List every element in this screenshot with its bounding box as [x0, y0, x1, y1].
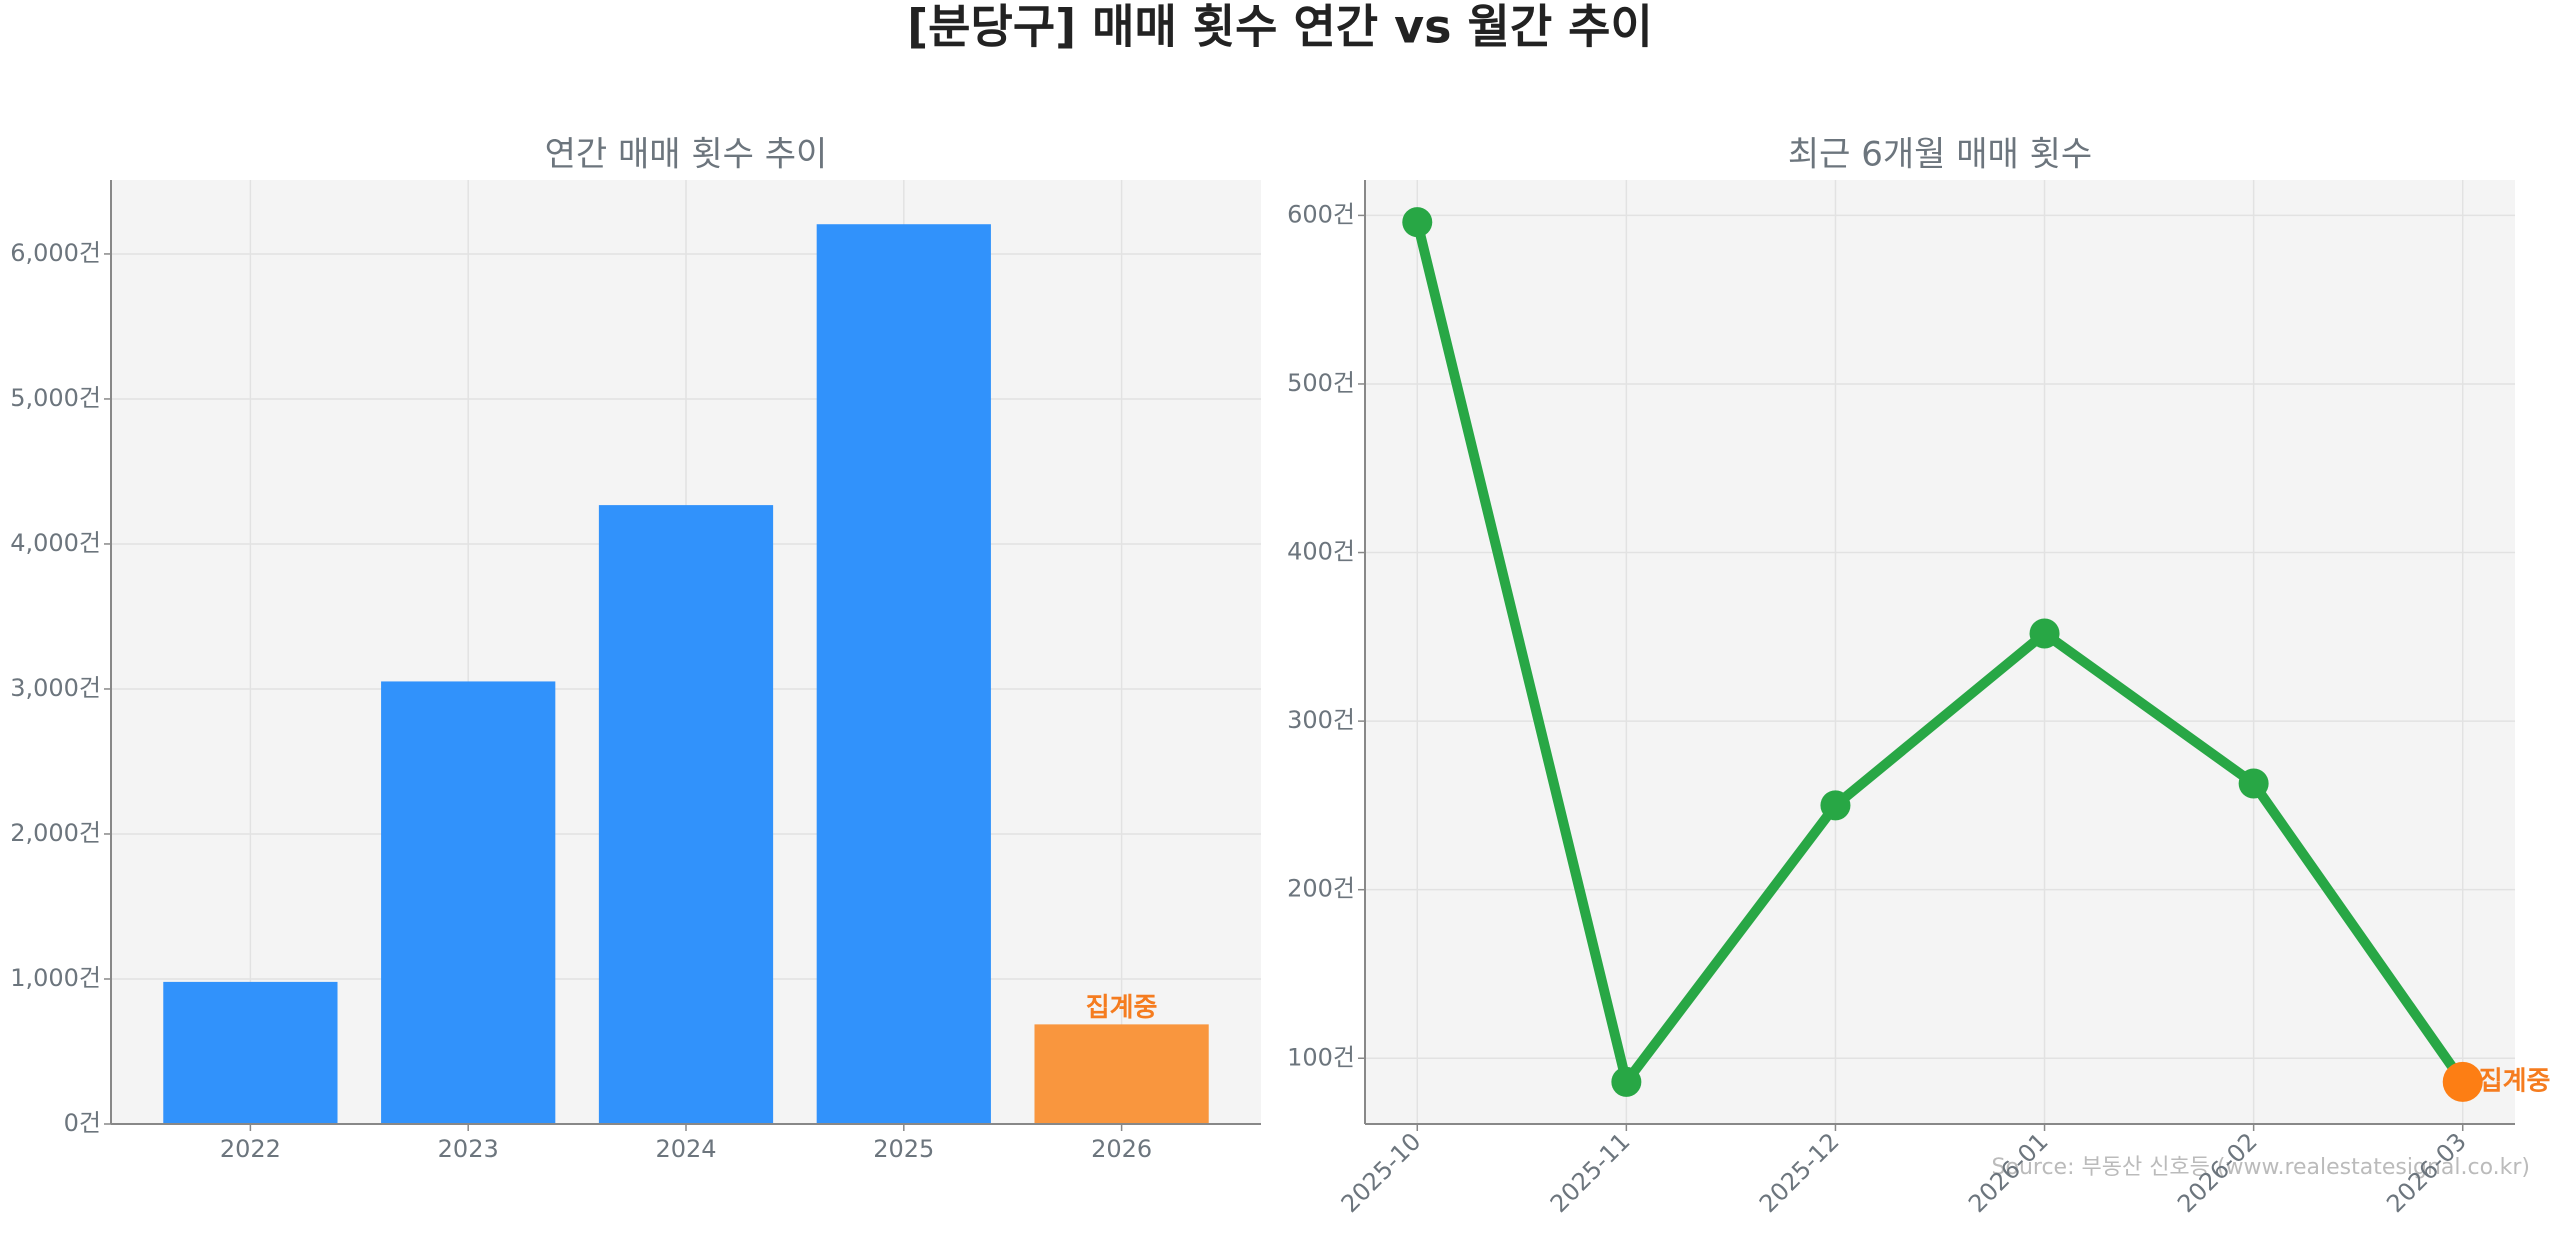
x-tick-label: 2022 — [220, 1135, 281, 1163]
x-tick-label: 2026 — [1091, 1135, 1152, 1163]
y-tick-label: 0건 — [64, 1109, 101, 1137]
y-tick-label: 500건 — [1287, 369, 1355, 397]
y-tick-label: 2,000건 — [10, 819, 101, 847]
y-tick-label: 100건 — [1287, 1043, 1355, 1071]
bar — [1034, 1024, 1209, 1124]
bar — [163, 981, 338, 1124]
marker — [1820, 790, 1851, 821]
x-tick-label: 2025-10 — [1336, 1127, 1427, 1218]
subplot-title: 연간 매매 횟수 추이 — [545, 135, 828, 175]
x-tick-label: 2025-11 — [1545, 1127, 1636, 1218]
y-tick-label: 300건 — [1287, 706, 1355, 734]
annotation: 집계중 — [1086, 993, 1158, 1023]
y-tick-label: 400건 — [1287, 538, 1355, 566]
bar — [816, 224, 991, 1124]
y-tick-label: 4,000건 — [10, 529, 101, 557]
x-tick-label: 2024 — [655, 1135, 716, 1163]
y-tick-label: 600건 — [1287, 200, 1355, 228]
marker — [1611, 1066, 1642, 1097]
subplot-title: 최근 6개월 매매 횟수 — [1788, 135, 2092, 175]
marker — [1402, 207, 1433, 238]
x-tick-label: 2023 — [438, 1135, 499, 1163]
marker — [2442, 1061, 2483, 1102]
marker — [2029, 618, 2060, 649]
plot-area — [1365, 180, 2515, 1124]
bar — [381, 681, 556, 1124]
y-tick-label: 5,000건 — [10, 384, 101, 412]
line — [1412, 220, 2467, 1087]
figure-title: [분당구] 매매 횟수 연간 vs 월간 추이 — [907, 0, 1653, 54]
annotation: 집계중 — [2479, 1066, 2551, 1096]
marker — [2238, 768, 2269, 799]
y-tick-label: 200건 — [1287, 875, 1355, 903]
y-tick-label: 6,000건 — [10, 239, 101, 267]
y-tick-label: 1,000건 — [10, 964, 101, 992]
y-tick-label: 3,000건 — [10, 674, 101, 702]
x-tick-label: 2025-12 — [1754, 1127, 1845, 1218]
x-tick-label: 2025 — [873, 1135, 934, 1163]
source-note: Source: 부동산 신호등 (www.realestatesignal.co… — [1992, 1155, 2530, 1180]
bar — [598, 505, 774, 1125]
